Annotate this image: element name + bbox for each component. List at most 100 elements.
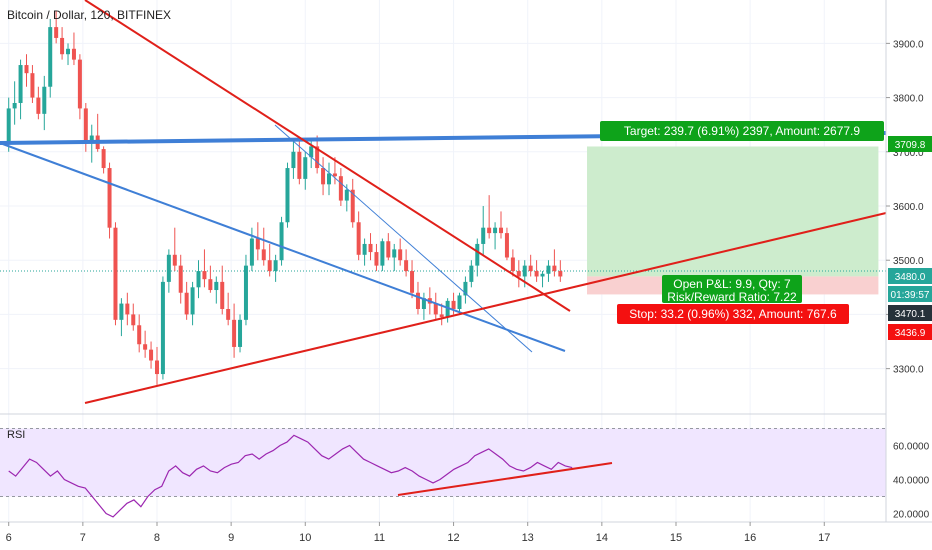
- candle-body: [279, 222, 284, 261]
- time-tick-label: 6: [6, 532, 12, 544]
- candle-body: [463, 281, 468, 296]
- candle-body: [273, 260, 278, 272]
- candle-body: [255, 238, 260, 250]
- price-tick-label: 3800.0: [893, 94, 924, 105]
- price-label-target-box: [888, 136, 932, 152]
- time-tick-label: 17: [818, 532, 830, 544]
- candle-body: [166, 254, 171, 282]
- position-zones: [0, 146, 886, 295]
- candle-body: [392, 249, 397, 258]
- candle-body: [261, 249, 266, 261]
- rsi-tick-label: 60.0000: [893, 442, 930, 453]
- time-tick-label: 16: [744, 532, 756, 544]
- candle-body: [433, 303, 438, 315]
- candle-body: [398, 249, 403, 261]
- candle-body: [469, 265, 474, 282]
- rsi-band: [0, 428, 886, 497]
- price-label-stop-box: [888, 324, 932, 340]
- price-label-current-box: [888, 268, 932, 284]
- candle-body: [30, 73, 35, 98]
- candle-body: [332, 173, 337, 177]
- candle-body: [24, 65, 29, 74]
- candle-body: [143, 344, 148, 350]
- candle-body: [89, 135, 94, 141]
- rsi-trendline: [397, 462, 613, 496]
- chart-title: Bitcoin / Dollar, 120, BITFINEX: [7, 8, 172, 22]
- candle-body: [66, 48, 71, 55]
- blue-trendline-thin: [274, 124, 533, 353]
- candle-body: [362, 243, 367, 255]
- candle-body: [493, 227, 498, 234]
- candle-body: [327, 173, 332, 185]
- candle-body: [137, 325, 142, 345]
- candle-body: [487, 227, 492, 234]
- candle-body: [380, 241, 385, 266]
- candle-body: [125, 303, 130, 315]
- rsi-label: RSI: [7, 429, 25, 441]
- blue-trendline: [0, 142, 566, 352]
- candle-body: [451, 300, 456, 309]
- candle-body: [516, 271, 521, 277]
- time-tick-label: 15: [670, 532, 682, 544]
- open-pl-label: Open P&L: 9.9, Qty: 7: [673, 277, 791, 291]
- candle-body: [522, 265, 527, 277]
- price-tick-label: 3900.0: [893, 39, 924, 50]
- time-tick-label: 8: [154, 532, 160, 544]
- price-label-target: 3709.8: [895, 140, 926, 151]
- pnl-box: [662, 275, 802, 303]
- candle-body: [220, 281, 225, 309]
- red-uptrend-line: [84, 212, 887, 404]
- candle-body: [457, 295, 462, 309]
- candle-body: [415, 292, 420, 309]
- candle-body: [149, 349, 154, 361]
- candle-body: [107, 168, 112, 228]
- candle-body: [243, 265, 248, 320]
- candle-body: [386, 241, 391, 258]
- candle-body: [226, 309, 231, 320]
- target-label-box: [600, 121, 884, 141]
- candle-body: [558, 271, 563, 277]
- candle-body: [285, 168, 290, 223]
- price-tick-label: 3700.0: [893, 148, 924, 159]
- candle-body: [552, 265, 557, 272]
- candle-body: [309, 146, 314, 158]
- candle-body: [208, 279, 213, 291]
- rsi-tick-label: 20.0000: [893, 510, 930, 521]
- target-label: Target: 239.7 (6.91%) 2397, Amount: 2677…: [624, 124, 860, 138]
- candle-body: [410, 271, 415, 293]
- price-label-stop: 3436.9: [895, 328, 926, 339]
- candle-body: [249, 238, 254, 266]
- candle-body: [475, 243, 480, 266]
- candle-body: [445, 300, 450, 318]
- candle-body: [113, 227, 118, 320]
- price-label-countdown-box: [888, 286, 932, 302]
- candle-body: [60, 37, 65, 55]
- time-tick-label: 12: [447, 532, 459, 544]
- candle-body: [184, 292, 189, 315]
- price-tick-label: 3600.0: [893, 202, 924, 213]
- candle-body: [196, 271, 201, 288]
- candle-body: [421, 298, 426, 309]
- candle-body: [499, 227, 504, 234]
- time-tick-label: 10: [299, 532, 311, 544]
- candle-body: [439, 314, 444, 318]
- candle-body: [344, 189, 349, 201]
- candle-body: [101, 149, 106, 169]
- candle-body: [321, 168, 326, 185]
- candle-body: [42, 86, 47, 114]
- candle-body: [481, 227, 486, 244]
- price-label-current: 3480.0: [895, 272, 926, 283]
- candle-body: [160, 281, 165, 375]
- candle-body: [267, 260, 272, 272]
- candle-body: [534, 271, 539, 277]
- candle-body: [291, 151, 296, 169]
- price-label-entry-box: [888, 305, 932, 321]
- stop-label: Stop: 33.2 (0.96%) 332, Amount: 767.6: [629, 307, 837, 321]
- candle-body: [131, 314, 136, 326]
- candle-body: [36, 97, 41, 114]
- candle-body: [338, 176, 343, 201]
- candles: [6, 10, 563, 385]
- price-label-entry: 3470.1: [895, 309, 926, 320]
- candle-body: [510, 257, 515, 272]
